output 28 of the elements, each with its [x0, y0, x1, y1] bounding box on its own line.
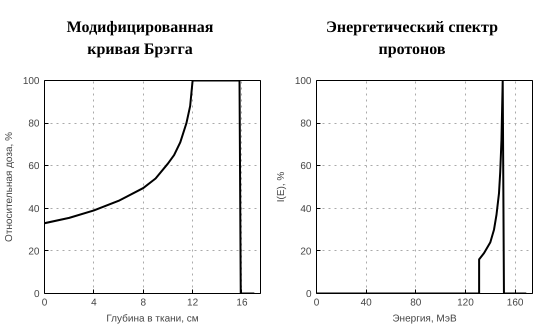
- y-tick-label: 100: [22, 76, 40, 87]
- y-tick-label: 80: [28, 118, 40, 130]
- y-tick-label: 0: [34, 289, 40, 300]
- x-tick-label: 16: [236, 298, 248, 308]
- x-tick-label: 0: [42, 298, 48, 308]
- x-tick-label: 4: [91, 298, 98, 308]
- y-axis-title: Относительная доза, %: [4, 132, 15, 242]
- y-tick-label: 0: [306, 289, 312, 300]
- chart-title: Энергетический спектр протонов: [325, 18, 499, 60]
- chart-title: Модифицированная кривая Брэгга: [66, 18, 214, 60]
- y-tick-label: 40: [28, 204, 40, 215]
- y-tick-label: 100: [294, 76, 312, 87]
- x-tick-label: 40: [360, 298, 372, 308]
- y-tick-label: 60: [300, 161, 312, 172]
- x-tick-label: 160: [506, 298, 524, 308]
- x-tick-label: 12: [187, 298, 199, 308]
- x-axis-title: Энергия, МэВ: [392, 314, 457, 324]
- y-tick-label: 80: [300, 118, 312, 130]
- x-axis-title: Глубина в ткани, см: [106, 314, 199, 324]
- x-tick-label: 8: [140, 298, 146, 308]
- y-tick-label: 20: [300, 246, 312, 258]
- x-tick-label: 80: [410, 298, 422, 308]
- y-tick-label: 20: [28, 246, 40, 258]
- x-tick-label: 120: [457, 298, 474, 308]
- y-tick-label: 60: [28, 161, 40, 172]
- y-axis-title: I(E), %: [276, 172, 287, 202]
- y-tick-label: 40: [300, 204, 312, 215]
- x-tick-label: 0: [314, 298, 320, 308]
